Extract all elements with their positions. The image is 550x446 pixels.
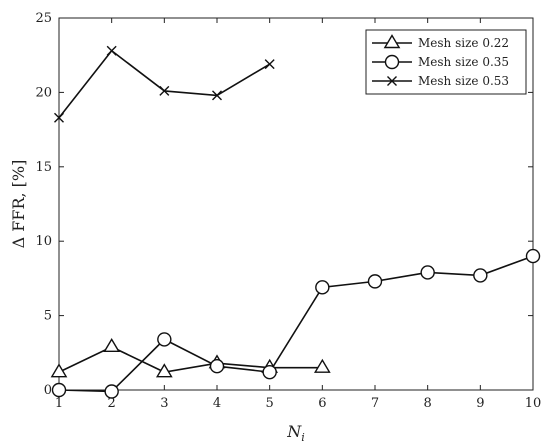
legend-item: Mesh size 0.35: [372, 54, 509, 70]
data-point: [525, 248, 541, 264]
series-line: [58, 345, 323, 373]
x-tick-label: 9: [476, 396, 484, 411]
series-circle: [51, 248, 541, 399]
data-point: [262, 364, 277, 380]
x-tick-label: 3: [160, 396, 168, 411]
series-layer: [50, 45, 541, 399]
x-tick-label: 2: [108, 396, 116, 411]
data-point: [103, 337, 121, 353]
y-tick-label: 25: [35, 11, 52, 26]
y-tick-label: 5: [44, 309, 52, 324]
y-tick-label: 0: [44, 383, 52, 398]
legend: Mesh size 0.22 Mesh size 0.35 Mesh size 0.…: [365, 29, 527, 95]
legend-label: Mesh size 0.35: [418, 55, 509, 69]
data-point: [159, 85, 170, 96]
y-axis-label: Δ FFR, [%]: [9, 160, 28, 249]
data-point: [212, 90, 222, 101]
legend-label: Mesh size 0.53: [418, 74, 509, 88]
data-point: [155, 363, 173, 378]
x-tick-label: 1: [55, 396, 63, 411]
x-axis-label: Ni: [286, 422, 305, 444]
x-tick-label: 7: [371, 396, 379, 411]
legend-marker: [387, 76, 397, 86]
data-point: [104, 384, 119, 399]
data-point: [264, 59, 275, 70]
legend-label: Mesh size 0.22: [418, 36, 509, 50]
data-point: [106, 45, 117, 56]
y-tick-label: 10: [35, 234, 52, 249]
legend-item: Mesh size 0.53: [372, 74, 509, 88]
data-point: [50, 363, 68, 378]
data-point: [54, 112, 64, 123]
x-tick-label: 5: [266, 396, 274, 411]
y-tick-label: 20: [35, 85, 52, 100]
data-point: [420, 265, 435, 280]
x-tick-label: 4: [213, 396, 221, 411]
series-x: [54, 45, 275, 123]
data-point: [313, 358, 331, 373]
data-point: [157, 332, 172, 347]
series-line: [58, 255, 534, 393]
x-tick-label: 6: [318, 396, 326, 411]
axis-ticks: 1 2 3 4 5 6 7 8 9 10 0 5 10 15 20 25: [35, 11, 541, 411]
data-point: [209, 358, 225, 374]
x-tick-label: 8: [424, 396, 432, 411]
x-axis-label-subscript: i: [301, 431, 305, 444]
x-axis-label-main: N: [286, 422, 302, 441]
legend-marker: [384, 54, 400, 70]
data-point: [315, 280, 330, 295]
data-point: [473, 268, 488, 283]
x-tick-label: 10: [525, 396, 542, 411]
data-point: [367, 274, 383, 289]
data-point: [51, 382, 67, 398]
legend-item: Mesh size 0.22: [372, 34, 509, 50]
y-tick-label: 15: [35, 160, 52, 175]
legend-marker: [383, 34, 401, 49]
